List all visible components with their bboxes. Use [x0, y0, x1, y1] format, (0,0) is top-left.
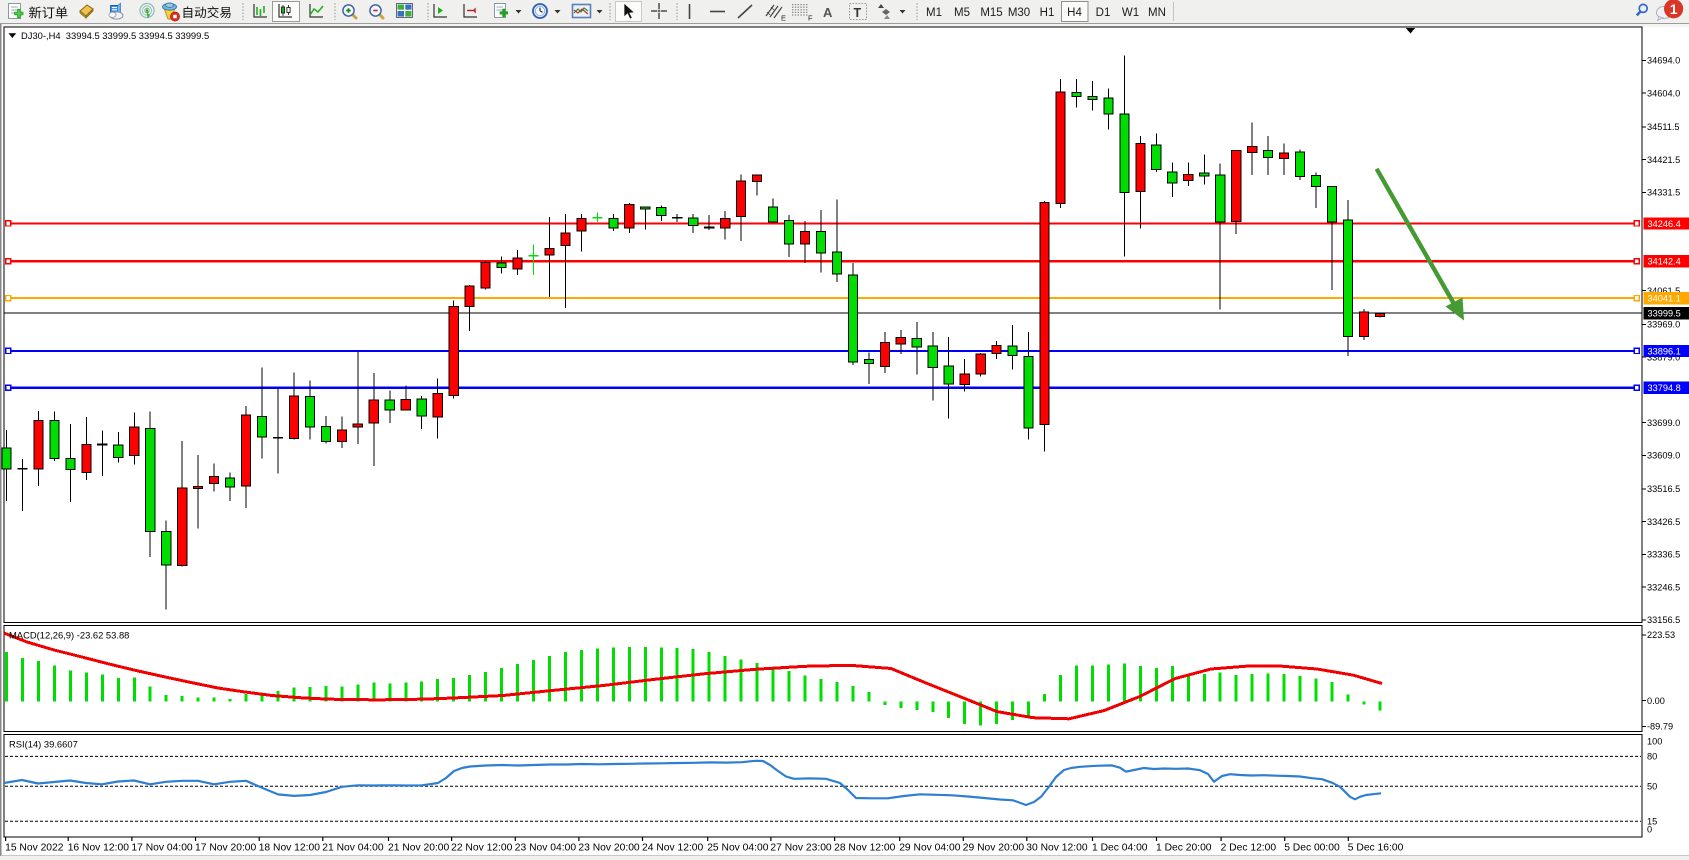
svg-text:50: 50: [1647, 781, 1657, 791]
svg-text:15: 15: [1647, 816, 1657, 826]
svg-text:T: T: [854, 6, 862, 20]
svg-text:2 Dec 12:00: 2 Dec 12:00: [1221, 842, 1277, 853]
svg-text:-89.79: -89.79: [1647, 722, 1673, 732]
svg-text:34041.1: 34041.1: [1648, 294, 1681, 304]
svg-text:M5: M5: [954, 7, 970, 19]
svg-text:33969.0: 33969.0: [1647, 320, 1680, 330]
svg-text:223.53: 223.53: [1647, 630, 1675, 640]
svg-text:29 Nov 04:00: 29 Nov 04:00: [899, 842, 961, 853]
svg-text:E: E: [781, 14, 786, 23]
svg-text:M1: M1: [926, 7, 942, 19]
svg-text:M30: M30: [1008, 7, 1030, 19]
svg-text:33699.0: 33699.0: [1647, 418, 1680, 428]
svg-text:0.00: 0.00: [1647, 696, 1665, 706]
svg-text:21 Nov 20:00: 21 Nov 20:00: [388, 842, 450, 853]
svg-text:RSI(14) 39.6607: RSI(14) 39.6607: [9, 738, 78, 749]
svg-text:33879.0: 33879.0: [1647, 352, 1680, 362]
svg-text:34694.0: 34694.0: [1647, 56, 1680, 66]
svg-text:22 Nov 12:00: 22 Nov 12:00: [451, 842, 513, 853]
svg-text:27 Nov 23:00: 27 Nov 23:00: [770, 842, 832, 853]
svg-text:34421.5: 34421.5: [1647, 155, 1680, 165]
svg-text:5 Dec 16:00: 5 Dec 16:00: [1348, 842, 1404, 853]
svg-text:80: 80: [1647, 752, 1657, 762]
svg-text:30 Nov 12:00: 30 Nov 12:00: [1026, 842, 1088, 853]
svg-text:17 Nov 04:00: 17 Nov 04:00: [131, 842, 193, 853]
svg-text:H4: H4: [1067, 7, 1082, 19]
svg-text:33896.1: 33896.1: [1648, 346, 1681, 356]
svg-text:34511.5: 34511.5: [1647, 122, 1680, 132]
svg-text:100: 100: [1647, 737, 1662, 747]
svg-text:33426.5: 33426.5: [1647, 517, 1680, 527]
svg-text:34604.0: 34604.0: [1647, 88, 1680, 98]
svg-text:28 Nov 12:00: 28 Nov 12:00: [834, 842, 896, 853]
svg-text:33516.5: 33516.5: [1647, 484, 1680, 494]
svg-text:33156.5: 33156.5: [1647, 615, 1680, 625]
svg-text:34061.5: 34061.5: [1647, 286, 1680, 296]
svg-text:34246.4: 34246.4: [1648, 219, 1681, 229]
svg-text:18 Nov 12:00: 18 Nov 12:00: [259, 842, 321, 853]
svg-text:F: F: [808, 14, 813, 23]
svg-text:D1: D1: [1096, 7, 1111, 19]
svg-text:23 Nov 04:00: 23 Nov 04:00: [515, 842, 577, 853]
svg-text:1 Dec 04:00: 1 Dec 04:00: [1092, 842, 1148, 853]
svg-text:H1: H1: [1040, 7, 1055, 19]
svg-text:15 Nov 2022: 15 Nov 2022: [5, 842, 64, 853]
svg-text:0: 0: [1647, 825, 1652, 835]
svg-text:1 Dec 20:00: 1 Dec 20:00: [1156, 842, 1212, 853]
svg-text:16 Nov 12:00: 16 Nov 12:00: [68, 842, 130, 853]
svg-text:23 Nov 20:00: 23 Nov 20:00: [578, 842, 640, 853]
svg-text:25 Nov 04:00: 25 Nov 04:00: [707, 842, 769, 853]
svg-text:A: A: [823, 5, 833, 20]
svg-text:MN: MN: [1148, 7, 1166, 19]
svg-text:34331.5: 34331.5: [1647, 188, 1680, 198]
svg-text:33794.8: 33794.8: [1648, 383, 1681, 393]
svg-text:29 Nov 20:00: 29 Nov 20:00: [963, 842, 1025, 853]
svg-text:1: 1: [1670, 1, 1678, 17]
svg-text:DJ30-,H4 33994.5 33999.5 3399: DJ30-,H4 33994.5 33999.5 33994.5 33999.5: [21, 30, 209, 41]
svg-text:21 Nov 04:00: 21 Nov 04:00: [322, 842, 384, 853]
svg-text:5 Dec 00:00: 5 Dec 00:00: [1284, 842, 1340, 853]
svg-text:33246.5: 33246.5: [1647, 582, 1680, 592]
svg-text:33609.0: 33609.0: [1647, 451, 1680, 461]
svg-text:24 Nov 12:00: 24 Nov 12:00: [642, 842, 704, 853]
svg-text:33336.5: 33336.5: [1647, 550, 1680, 560]
svg-text:MACD(12,26,9) -23.62 53.88: MACD(12,26,9) -23.62 53.88: [9, 630, 129, 641]
svg-text:M15: M15: [980, 7, 1002, 19]
svg-text:17 Nov 20:00: 17 Nov 20:00: [195, 842, 257, 853]
svg-text:W1: W1: [1122, 7, 1139, 19]
svg-text:34142.4: 34142.4: [1648, 257, 1681, 267]
svg-text:33999.5: 33999.5: [1648, 309, 1681, 319]
